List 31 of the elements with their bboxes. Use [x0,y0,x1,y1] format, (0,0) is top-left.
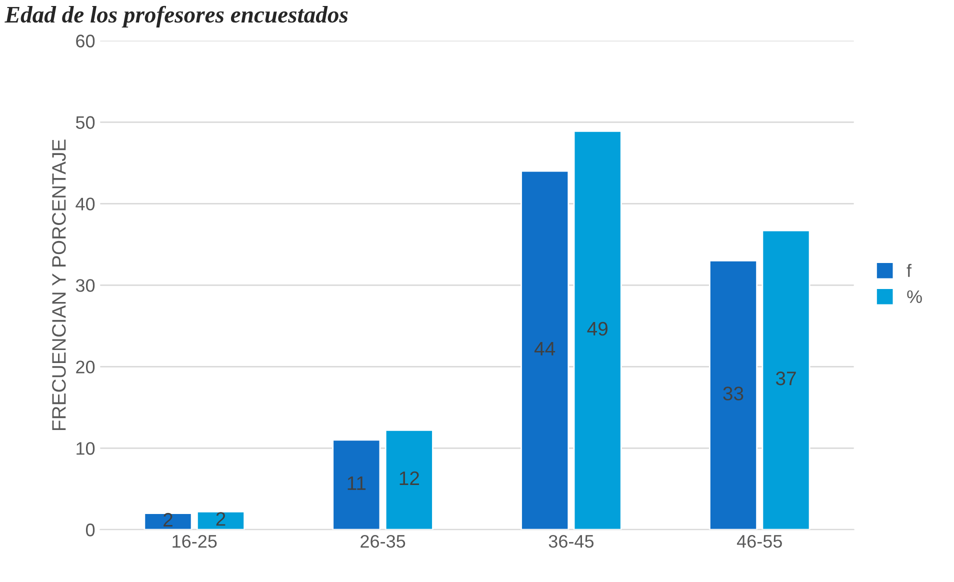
bar [196,511,245,530]
data-label: 49 [587,322,608,336]
y-tick-label: 60 [76,34,95,48]
y-tick-label: 30 [76,279,95,292]
y-tick-label: 10 [76,442,95,455]
bar [573,130,622,530]
bar [332,439,381,530]
y-tick-label: 0 [86,524,95,536]
bar [709,260,758,530]
data-label: 2 [216,512,226,526]
data-label: 12 [400,471,420,485]
data-label: 37 [776,372,796,386]
bar [384,430,434,530]
data-label: 33 [723,386,744,400]
y-axis-title: FRECUENCIAN Y PORCENTAJE [52,140,66,430]
x-tick-label: 46-55 [736,534,782,548]
legend-label: f [906,264,912,277]
x-tick-label: 16-25 [172,534,217,548]
bar [144,512,192,530]
y-tick-label: 50 [76,116,95,129]
legend-label: % [907,290,922,303]
data-label: 2 [164,512,172,526]
data-label: 44 [534,342,556,356]
y-tick-label: 20 [76,360,95,374]
data-label: 11 [348,476,366,490]
y-tick-label: 40 [76,198,95,210]
bar [520,170,570,530]
x-tick-label: 26-35 [360,534,406,548]
bar [762,230,810,530]
chart-title: Edad de los profesores encuestados [4,6,348,28]
x-tick-label: 36-45 [548,534,594,548]
